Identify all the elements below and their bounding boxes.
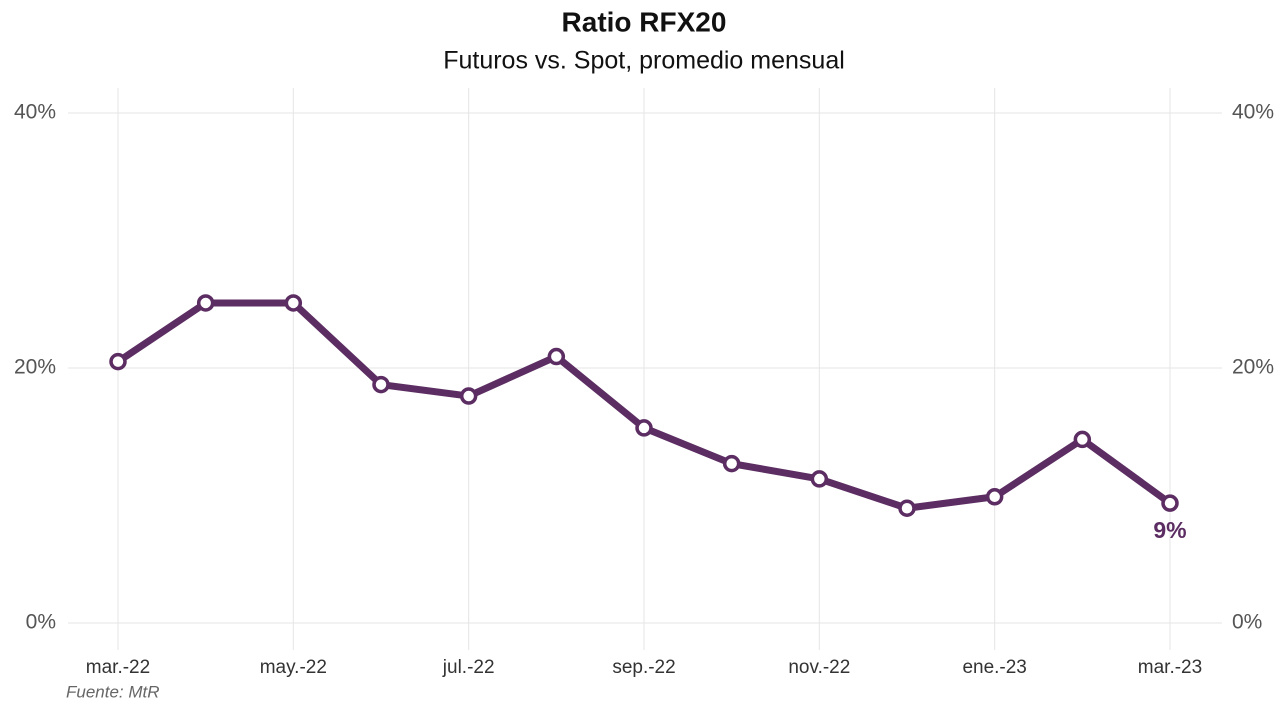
point bbox=[635, 419, 653, 437]
point bbox=[196, 294, 215, 312]
point bbox=[1161, 494, 1179, 512]
point bbox=[372, 375, 390, 394]
y-tick-label: 20% bbox=[14, 356, 56, 379]
y2-tick-label: 0% bbox=[1232, 611, 1262, 634]
y-tick-label: 0% bbox=[26, 611, 56, 634]
x-tick-label: nov.-22 bbox=[788, 657, 850, 678]
point bbox=[1073, 430, 1092, 449]
y2-tick-label: 40% bbox=[1232, 101, 1274, 124]
point bbox=[810, 470, 829, 488]
x-tick-label: jul.-22 bbox=[442, 657, 495, 678]
caption: Fuente: MtR bbox=[66, 682, 160, 701]
point bbox=[459, 387, 478, 405]
point bbox=[898, 499, 916, 517]
x-tick-label: ene.-23 bbox=[962, 657, 1026, 678]
x-tick-label: mar.-22 bbox=[86, 657, 150, 678]
data-label: 9% bbox=[1153, 517, 1186, 543]
point bbox=[722, 454, 741, 473]
x-tick-label: sep.-22 bbox=[612, 657, 675, 678]
y-tick-label: 40% bbox=[14, 101, 56, 124]
point bbox=[284, 294, 303, 312]
point bbox=[547, 347, 566, 366]
chart-subtitle: Futuros vs. Spot, promedio mensual bbox=[443, 47, 845, 75]
point bbox=[109, 352, 127, 371]
chart-title: Ratio RFX20 bbox=[562, 6, 727, 37]
x-tick-label: may.-22 bbox=[260, 657, 327, 678]
x-tick-label: mar.-23 bbox=[1138, 657, 1202, 678]
y2-tick-label: 20% bbox=[1232, 356, 1274, 379]
point bbox=[985, 488, 1004, 506]
